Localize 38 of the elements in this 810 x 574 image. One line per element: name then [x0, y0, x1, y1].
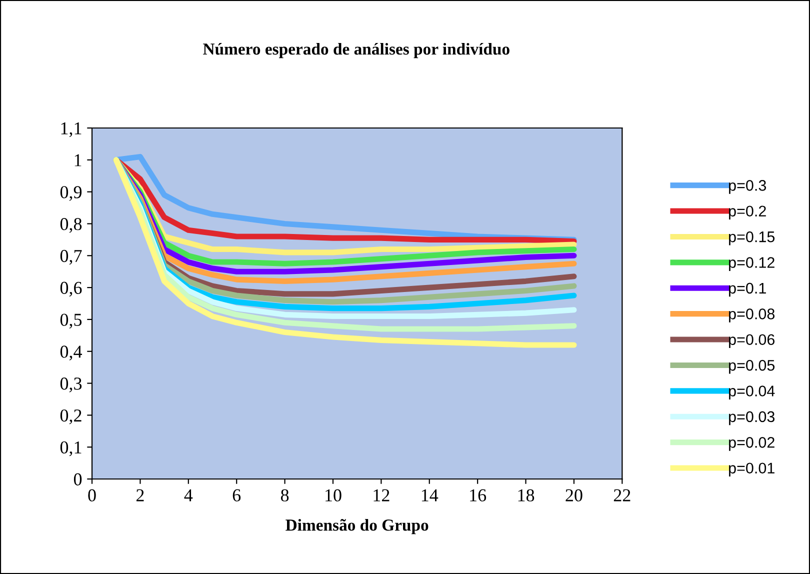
y-tick-label: 0 [74, 473, 82, 486]
chart-title: Número esperado de análises por indivíduo [203, 42, 510, 58]
legend-label: p=0.3 [729, 180, 766, 194]
y-tick-label: 0,4 [60, 346, 82, 360]
legend-label: p=0.06 [729, 334, 775, 348]
y-tick-label: 1 [74, 154, 82, 166]
legend-label: p=0.1 [729, 282, 766, 297]
y-tick-label: 1,1 [61, 122, 82, 138]
y-tick-label: 0,7 [60, 250, 82, 265]
x-tick-label: 0 [88, 489, 96, 502]
legend-label: p=0.12 [729, 257, 774, 271]
x-tick-label: 14 [422, 489, 438, 502]
y-tick-label: 0,2 [60, 409, 82, 424]
legend-label: p=0.02 [729, 437, 774, 451]
y-tick-label: 0,8 [60, 218, 82, 233]
y-tick-label: 0,9 [60, 186, 82, 201]
y-tick-label: 0,5 [60, 314, 82, 328]
legend-label: p=0.01 [729, 462, 774, 477]
x-tick-label: 16 [470, 489, 486, 502]
legend-label: p=0.15 [729, 231, 775, 246]
x-tick-label: 18 [518, 489, 534, 502]
x-tick-label: 12 [374, 489, 390, 502]
x-tick-label: 4 [184, 489, 193, 502]
legend-label: p=0.03 [729, 411, 775, 426]
y-tick-label: 0,3 [60, 378, 82, 392]
legend-label: p=0.2 [729, 206, 766, 220]
x-axis-title: Dimensão do Grupo [286, 518, 428, 534]
legend-label: p=0.08 [729, 308, 775, 322]
x-tick-label: 20 [566, 489, 582, 502]
legend-label: p=0.04 [729, 386, 775, 400]
x-tick-label: 22 [614, 489, 630, 502]
y-tick-label: 0,6 [60, 282, 82, 297]
x-tick-label: 6 [232, 489, 241, 502]
x-tick-label: 2 [136, 489, 144, 502]
x-tick-label: 8 [280, 489, 289, 502]
x-tick-label: 10 [326, 489, 342, 502]
y-tick-label: 0,1 [60, 441, 82, 456]
legend-label: p=0.05 [729, 360, 775, 374]
